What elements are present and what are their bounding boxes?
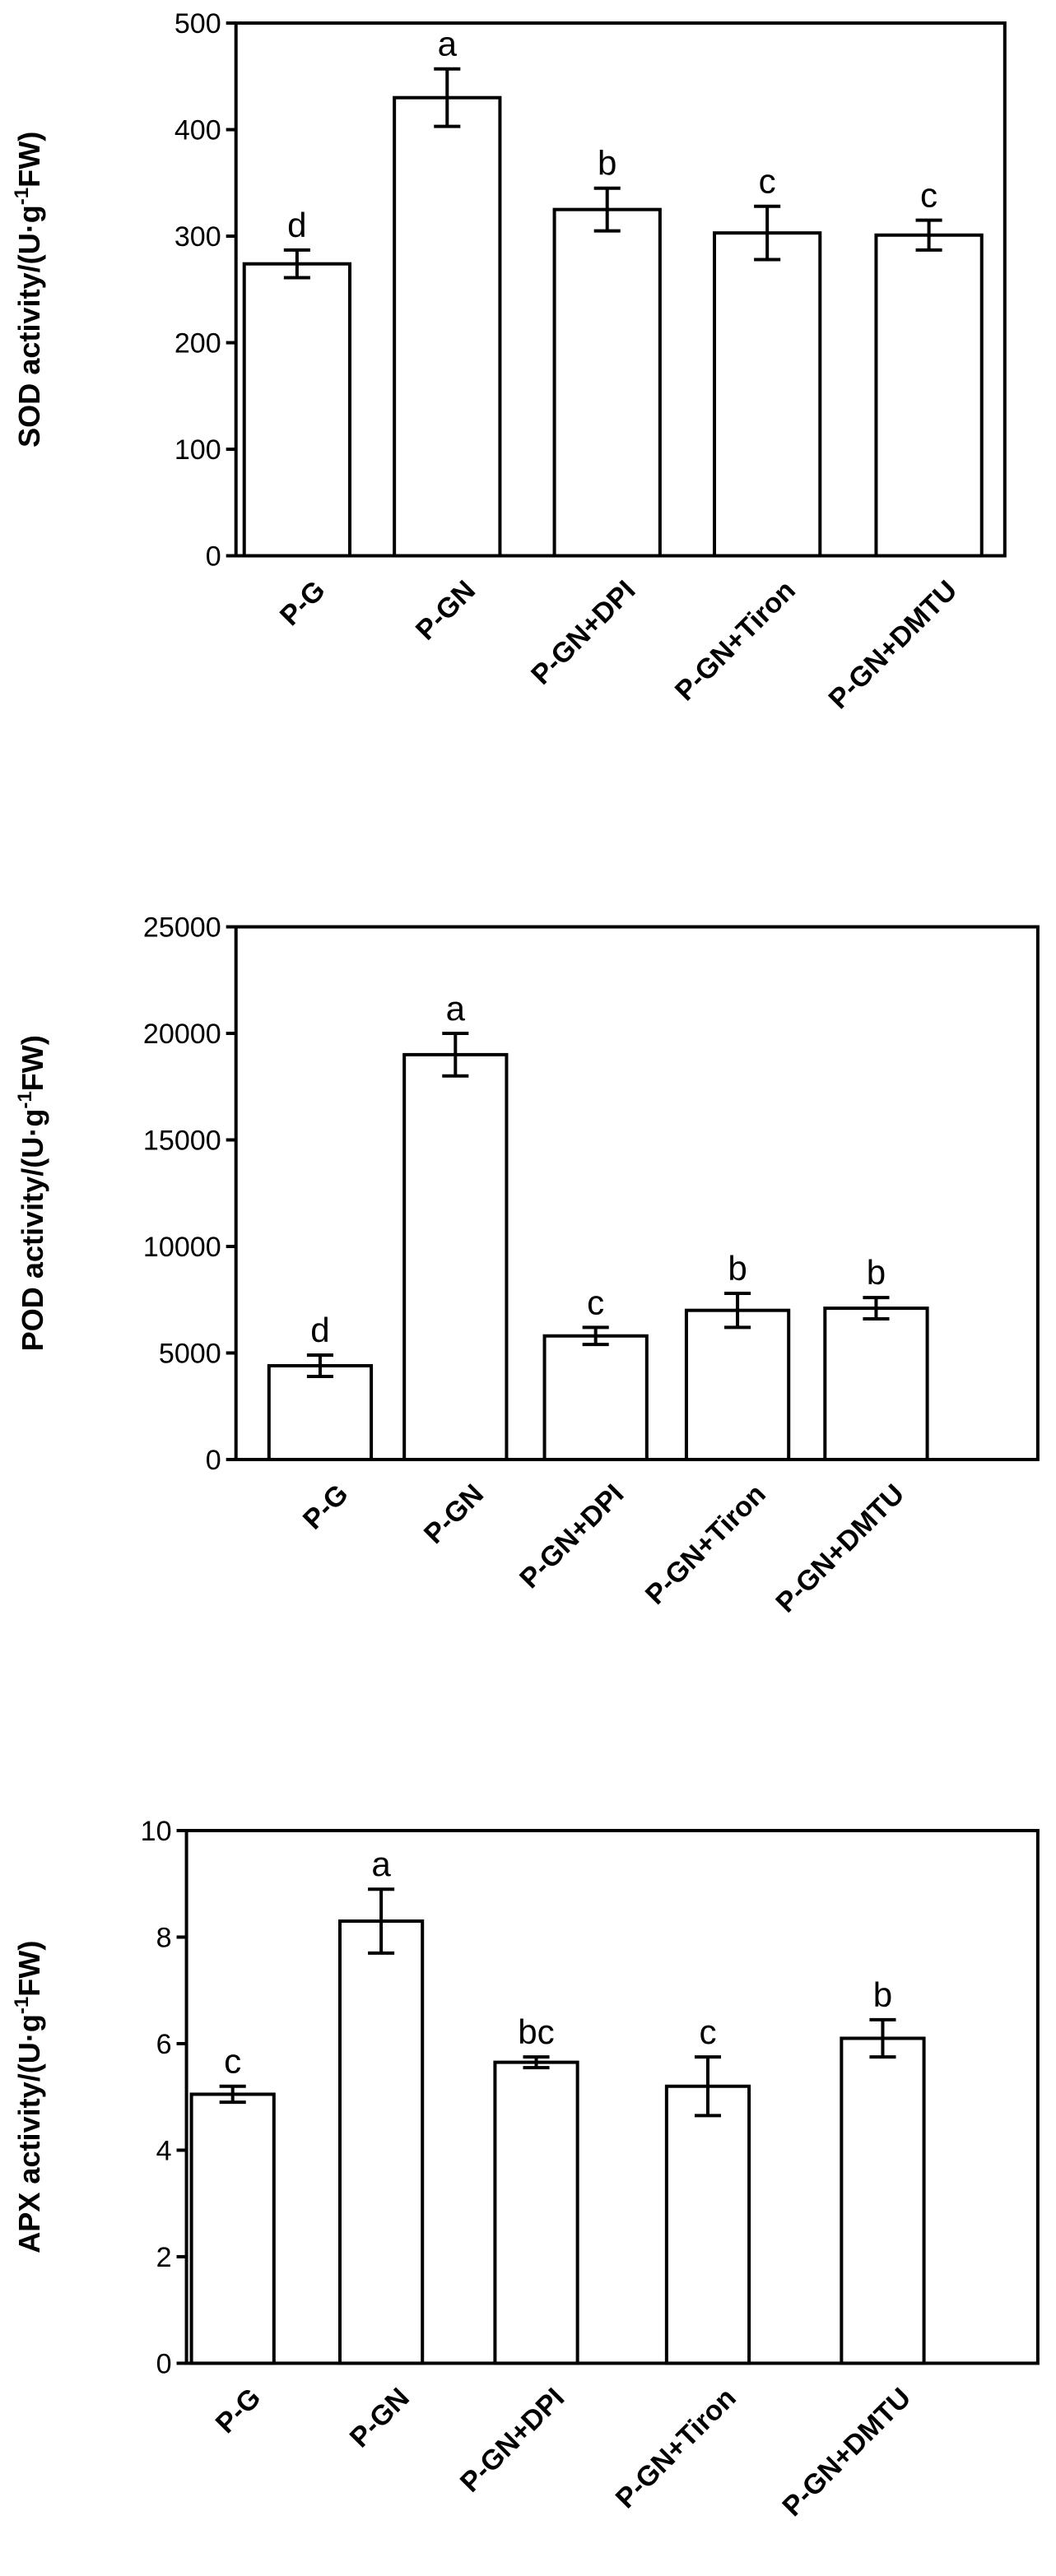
- y-label-end: FW): [12, 1941, 46, 1997]
- y-label-sup: -1: [11, 188, 33, 205]
- plot-frame: [184, 1828, 1040, 2365]
- x-tick-label: P-GN: [410, 574, 481, 646]
- x-tick-label: P-GN+DPI: [454, 2382, 570, 2498]
- significance-letter: c: [759, 162, 776, 201]
- y-axis-label: SOD activity/(U·g-1FW): [11, 132, 46, 448]
- error-bar: [523, 2055, 550, 2070]
- bar: [840, 2036, 926, 2365]
- bar: [823, 1307, 929, 1461]
- significance-letter: c: [699, 2012, 716, 2051]
- significance-letter: a: [446, 989, 466, 1028]
- x-tick-label: P-GN+DPI: [525, 574, 641, 690]
- significance-letter: b: [867, 1253, 886, 1292]
- y-axis-label: POD activity/(U·g-1FW): [14, 1035, 49, 1351]
- x-tick-label: P-GN+Tiron: [640, 1478, 772, 1611]
- y-label-end: FW): [12, 132, 46, 188]
- significance-letter: a: [438, 25, 458, 63]
- y-tick-label: 500: [174, 8, 221, 39]
- y-tick-label: 6: [156, 2029, 172, 2060]
- bar: [393, 95, 502, 558]
- y-tick-label: 10000: [143, 1232, 221, 1263]
- significance-letter: d: [287, 206, 306, 244]
- bar: [189, 2092, 276, 2365]
- x-tick-label: P-GN+DPI: [514, 1478, 630, 1594]
- significance-letter: bc: [518, 2012, 554, 2051]
- y-tick-label: 2: [156, 2242, 172, 2273]
- x-tick-label: P-G: [274, 574, 332, 632]
- error-bar: [754, 204, 781, 262]
- y-label-sup: -1: [14, 1091, 36, 1108]
- significance-letter: a: [371, 1845, 391, 1883]
- significance-letter: b: [728, 1249, 747, 1288]
- error-bar: [869, 2017, 896, 2059]
- x-tick-label: P-G: [210, 2382, 267, 2439]
- y-tick-label: 5000: [159, 1339, 221, 1370]
- bar: [242, 262, 352, 558]
- y-label-end: FW): [16, 1035, 49, 1091]
- x-tick-label: P-GN: [344, 2382, 416, 2453]
- error-bar: [694, 2055, 722, 2118]
- y-tick-label: 400: [174, 115, 221, 146]
- y-label-main: APX activity/(U·g: [12, 2014, 46, 2253]
- x-tick-label: P-GN: [418, 1478, 490, 1550]
- error-bar: [915, 218, 942, 252]
- bar: [684, 1308, 791, 1461]
- bar: [713, 231, 822, 558]
- y-axis-label: APX activity/(U·g-1FW): [11, 1941, 46, 2253]
- error-bar: [582, 1325, 609, 1347]
- significance-letter: c: [587, 1283, 604, 1321]
- y-label-main: POD activity/(U·g: [16, 1109, 49, 1352]
- error-bar: [368, 1887, 395, 1955]
- bar: [402, 1052, 509, 1461]
- x-tick-label: P-GN+Tiron: [610, 2382, 742, 2514]
- error-bar: [283, 248, 310, 280]
- y-label-sup: -1: [11, 1997, 33, 2014]
- error-bar: [219, 2084, 246, 2105]
- x-tick-label: P-GN+DMTU: [770, 1478, 910, 1619]
- y-tick-label: 4: [156, 2135, 172, 2166]
- y-tick-label: 200: [174, 328, 221, 360]
- y-tick-label: 0: [206, 1445, 221, 1476]
- error-bar: [442, 1032, 469, 1078]
- x-tick-label: P-GN+Tiron: [669, 574, 802, 707]
- bar: [542, 1334, 649, 1461]
- y-tick-label: 15000: [143, 1126, 221, 1157]
- y-tick-label: 0: [206, 541, 221, 573]
- y-label-main: SOD activity/(U·g: [12, 205, 46, 448]
- error-bar: [724, 1291, 751, 1330]
- y-tick-label: 8: [156, 1922, 172, 1953]
- error-bar: [306, 1353, 333, 1378]
- bar: [267, 1364, 374, 1461]
- x-tick-label: P-GN+DMTU: [776, 2382, 917, 2523]
- bar: [337, 1919, 425, 2365]
- y-tick-label: 20000: [143, 1019, 221, 1050]
- error-bar: [593, 186, 621, 233]
- error-bar: [863, 1296, 890, 1321]
- significance-letter: c: [920, 176, 937, 215]
- bar: [552, 207, 662, 558]
- significance-letter: b: [873, 1975, 892, 2014]
- y-tick-label: 10: [141, 1816, 172, 1847]
- bar: [874, 233, 984, 558]
- y-tick-label: 0: [156, 2348, 172, 2379]
- bar: [664, 2084, 751, 2365]
- significance-letter: d: [310, 1311, 329, 1349]
- x-tick-label: P-GN+DMTU: [823, 574, 964, 715]
- error-bar: [434, 67, 461, 128]
- bar: [493, 2060, 579, 2365]
- significance-letter: b: [598, 144, 616, 183]
- significance-letter: c: [224, 2042, 241, 2081]
- y-tick-label: 100: [174, 434, 221, 466]
- y-tick-label: 25000: [143, 912, 221, 944]
- x-tick-label: P-G: [297, 1478, 355, 1536]
- y-tick-label: 300: [174, 221, 221, 253]
